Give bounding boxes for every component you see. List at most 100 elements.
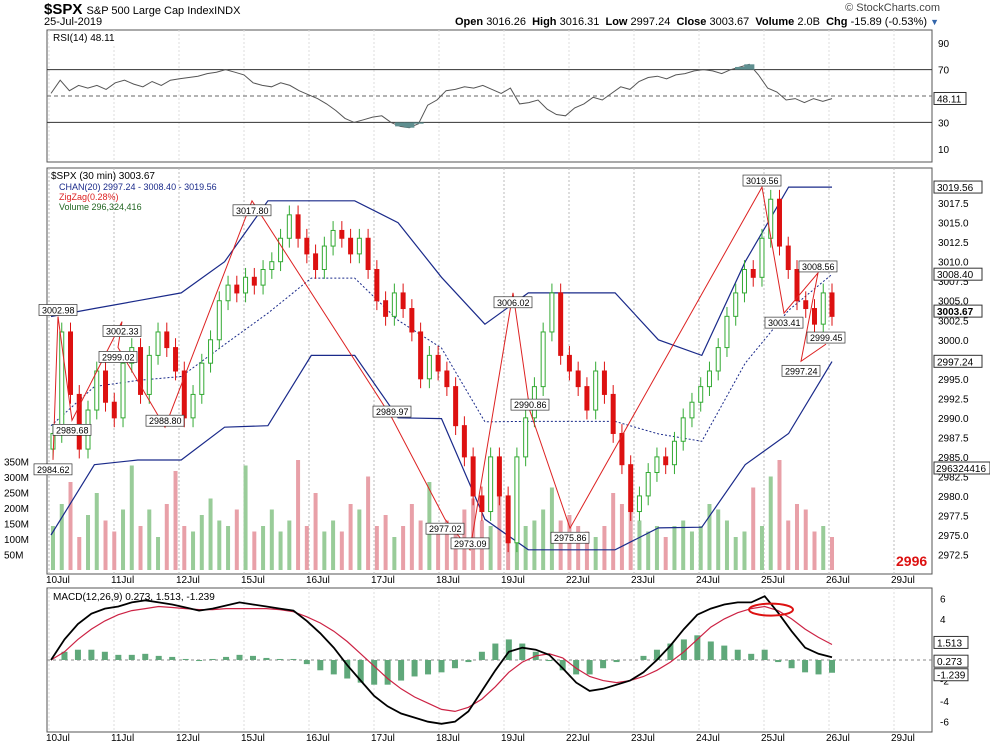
x-tick-label: 12Jul [176, 575, 200, 586]
candle-body [514, 456, 520, 544]
macd-histogram-bar [667, 643, 674, 660]
candle-body [251, 276, 257, 286]
candle-body [234, 284, 240, 294]
x-tick-label: 29Jul [891, 575, 915, 586]
x-tick-label: 16Jul [306, 733, 330, 744]
candle-body [365, 237, 371, 270]
macd-histogram-bar [775, 660, 782, 663]
channel-upper [50, 186, 832, 357]
volume-bar [278, 531, 283, 570]
macd-histogram-bar [236, 654, 243, 660]
volume-tag [933, 461, 990, 475]
candle-body [785, 245, 791, 270]
candle-body [444, 370, 450, 388]
macd-tag-label: -1.239 [937, 671, 966, 682]
volume-bar [812, 531, 817, 570]
volume-bar [707, 504, 712, 570]
volume-bar [541, 509, 546, 570]
zigzag-label: 3006.02 [497, 298, 530, 308]
zigzag-label-box [52, 423, 92, 436]
zigzag-label: 2997.24 [785, 366, 818, 376]
candle-body [330, 229, 336, 247]
chevron-down-icon[interactable]: ▼ [930, 17, 939, 27]
volume-bar [199, 515, 204, 570]
volume-bar [611, 493, 616, 570]
candle-body [208, 339, 214, 364]
macd-histogram-bar [384, 660, 391, 685]
macd-histogram-bar [478, 651, 485, 660]
volume-bar [471, 498, 476, 570]
macd-histogram-bar [155, 655, 162, 660]
macd-histogram-bar [425, 660, 432, 675]
zigzag-label-box [38, 304, 78, 316]
zigzag-label: 3002.33 [106, 327, 139, 337]
volume-legend: Volume 296,324,416 [59, 202, 142, 212]
zigzag-label: 3003.41 [768, 318, 801, 328]
candle-body [645, 472, 651, 497]
candle-body [453, 386, 459, 427]
macd-histogram-bar [559, 660, 566, 671]
volume-bar [584, 531, 589, 570]
volume-bar [751, 487, 756, 570]
volume-y-tick: 150M [4, 520, 29, 531]
price-y-tick: 2982.5 [938, 472, 969, 483]
volume-bar [532, 520, 537, 570]
candle-body [768, 198, 774, 239]
price-y-tick: 2990.0 [938, 414, 969, 425]
volume-bar [366, 476, 371, 570]
price-y-tick: 2972.5 [938, 550, 969, 561]
x-tick-label: 22Jul [566, 733, 590, 744]
macd-histogram-bar [492, 643, 499, 660]
volume-bar [51, 526, 55, 570]
volume-bar [672, 526, 677, 570]
low-value: 2997.24 [630, 16, 671, 28]
macd-histogram-bar [680, 639, 687, 660]
zigzag-label-box [493, 296, 533, 309]
macd-histogram-bar [88, 649, 95, 660]
candle-body [321, 245, 327, 270]
volume-bar [716, 509, 721, 570]
candle-body [103, 370, 109, 403]
macd-histogram-bar [169, 656, 176, 660]
volume-bar [156, 537, 161, 570]
brand-label: © StockCharts.com [845, 2, 940, 14]
zigzag-label-box [145, 414, 185, 427]
zigzag-label-box [764, 316, 804, 329]
x-tick-label: 17Jul [371, 575, 395, 586]
macd-legend: MACD(12,26,9) 0.273, 1.513, -1.239 [53, 592, 215, 603]
x-tick-label: 24Jul [696, 575, 720, 586]
macd-tag [933, 635, 969, 649]
candle-body [199, 362, 205, 395]
macd-histogram-bar [734, 649, 741, 660]
candle-body [138, 347, 144, 395]
price-tag-label: 3008.40 [937, 270, 974, 281]
price-y-tick: 2995.0 [938, 375, 969, 386]
candle-body [724, 315, 730, 349]
macd-tag [933, 668, 969, 682]
exchange: INDX [214, 5, 241, 17]
candle-body [461, 425, 467, 458]
macd-histogram-bar [303, 660, 310, 665]
macd-histogram-bar [788, 660, 795, 669]
volume-bar [619, 504, 624, 570]
volume-bar [444, 520, 449, 570]
candle-body [663, 456, 669, 466]
candle-body [68, 331, 74, 395]
macd-y-tick: 6 [940, 594, 946, 605]
macd-tag [933, 654, 969, 668]
volume-bar [129, 465, 134, 570]
macd-histogram-bar [640, 655, 647, 660]
chg-value: -15.89 (-0.53%) [850, 16, 927, 28]
zigzag-label-box [742, 174, 782, 187]
zigzag-label-box [232, 204, 272, 217]
volume-bar [759, 526, 764, 570]
volume-bar [418, 520, 423, 570]
volume-bar [549, 487, 554, 570]
rsi-y-tick: 90 [938, 39, 950, 50]
candle-body [374, 269, 380, 302]
macd-histogram-bar [61, 651, 68, 660]
price-legend: $SPX (30 min) 3003.67 [51, 171, 155, 182]
macd-histogram-bar [546, 660, 553, 662]
volume-bar [488, 526, 493, 570]
